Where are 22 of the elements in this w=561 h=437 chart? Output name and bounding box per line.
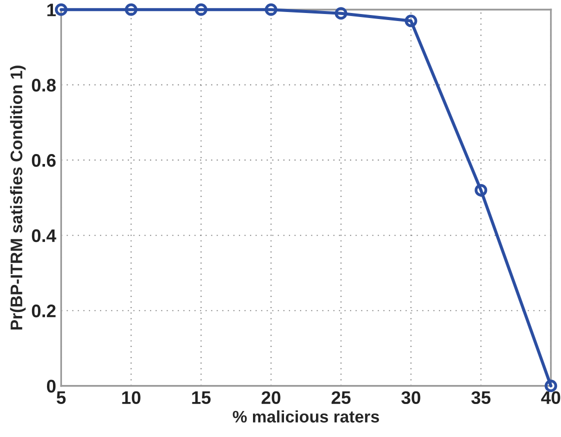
x-axis-title: % malicious raters [232,410,379,423]
point [474,184,488,196]
x-tick-label: 40 [541,391,560,404]
point [124,3,138,16]
point [194,3,208,16]
x-tick-label: 25 [332,391,351,404]
y-tick-label: 0 [46,380,56,393]
x-tick-label: 15 [192,391,211,404]
y-axis-title: Pr(BP-ITRM satisfies Condition 1) [10,66,26,330]
y-tick-label: 0.2 [32,304,56,318]
point [404,14,418,28]
x-tick-label: 30 [401,391,420,404]
y-tick-label: 0.6 [32,154,56,167]
x-tick-label: 20 [262,391,280,404]
x-tick-label: 5 [56,391,66,404]
point [264,3,278,16]
y-tick-label: 0.8 [32,78,56,92]
y-tick-label: 0.4 [32,229,56,242]
x-tick-label: 35 [471,391,490,404]
y-tick-label: 1 [47,4,56,16]
point [334,7,348,20]
x-tick-label: 10 [122,391,140,404]
